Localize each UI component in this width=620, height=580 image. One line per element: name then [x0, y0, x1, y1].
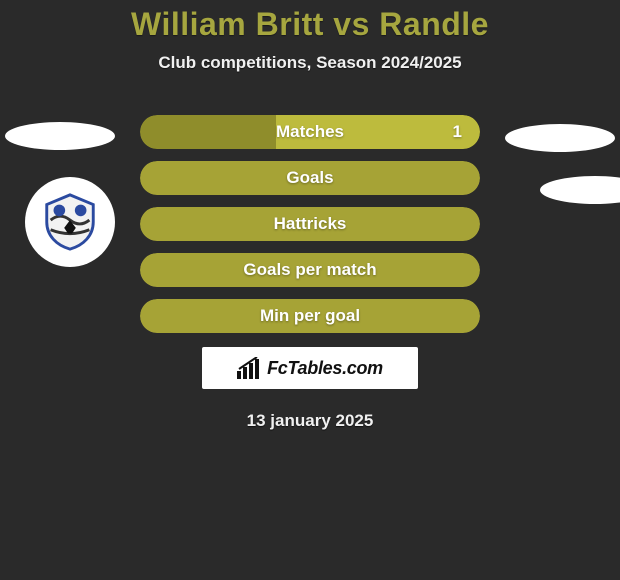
stat-bar: Min per goal: [140, 299, 480, 333]
stat-bar: Hattricks: [140, 207, 480, 241]
stat-bar: Goals: [140, 161, 480, 195]
club-badge: [25, 177, 115, 267]
stat-bar-label: Matches: [276, 122, 344, 142]
left-player-oval: [5, 122, 115, 150]
page-subtitle: Club competitions, Season 2024/2025: [0, 53, 620, 73]
page-title: William Britt vs Randle: [0, 6, 620, 43]
source-logo[interactable]: FcTables.com: [202, 347, 418, 389]
stat-bar: Goals per match: [140, 253, 480, 287]
stat-bar-label: Hattricks: [274, 214, 347, 234]
stat-bar-label: Min per goal: [260, 306, 360, 326]
stat-bar: Matches 1: [140, 115, 480, 149]
stat-bar-value: 1: [453, 122, 462, 142]
source-logo-text: FcTables.com: [267, 358, 383, 379]
comparison-card: William Britt vs Randle Club competition…: [0, 0, 620, 580]
right-player-oval-2: [540, 176, 620, 204]
stat-bar-label: Goals: [286, 168, 333, 188]
stat-bars: Matches 1 Goals Hattricks Goals per match Min…: [140, 115, 480, 333]
right-player-oval-1: [505, 124, 615, 152]
snapshot-date: 13 january 2025: [0, 411, 620, 431]
stat-bar-label: Goals per match: [243, 260, 376, 280]
bar-chart-icon: [237, 357, 261, 379]
club-crest-icon: [39, 191, 101, 253]
